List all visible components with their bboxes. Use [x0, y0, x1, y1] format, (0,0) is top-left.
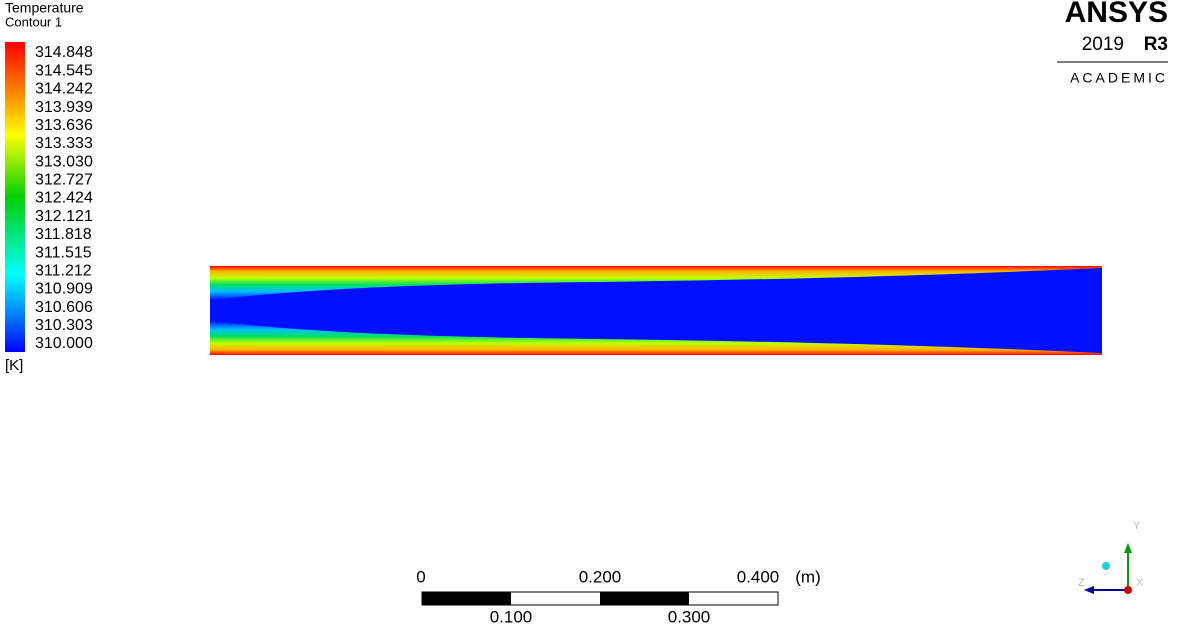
scale-segment — [600, 592, 689, 605]
triad-y-arrow — [1124, 543, 1132, 553]
thermal-layer-top — [210, 266, 1102, 300]
logo-release: R3 — [1144, 34, 1168, 55]
legend-level: 310.909 — [35, 281, 93, 298]
logo-edition: ACADEMIC — [1070, 70, 1168, 86]
legend-level: 310.606 — [35, 299, 93, 316]
color-bar — [5, 42, 25, 352]
scale-label: 0.100 — [490, 607, 533, 626]
contour-plot — [210, 266, 1102, 355]
legend-level: 312.424 — [35, 190, 93, 207]
legend-level: 313.939 — [35, 99, 93, 116]
triad-z-label: Z — [1078, 577, 1085, 589]
triad-x-label: X — [1136, 577, 1144, 589]
triad-pivot — [1102, 562, 1110, 570]
legend-level: 313.333 — [35, 135, 93, 152]
logo-year: 2019 — [1082, 34, 1124, 55]
scale-label: 0 — [416, 567, 425, 586]
scale-segment — [422, 592, 511, 605]
legend-level: 314.242 — [35, 81, 93, 98]
scale-label: 0.400 — [737, 567, 780, 586]
legend-level: 311.818 — [35, 226, 92, 243]
legend-level: 312.121 — [35, 208, 93, 225]
scale-label: 0.200 — [579, 567, 622, 586]
triad-z-arrow — [1084, 586, 1094, 594]
legend-level: 313.030 — [35, 153, 93, 170]
legend-level: 312.727 — [35, 172, 93, 189]
legend-level: 314.545 — [35, 62, 93, 79]
legend-level: 311.212 — [35, 262, 92, 279]
legend-level: 313.636 — [35, 117, 93, 134]
triad-y-label: Y — [1133, 520, 1141, 532]
legend-level: 311.515 — [35, 244, 92, 261]
scale-label: 0.300 — [668, 607, 711, 626]
axis-triad: Y Z X — [1078, 520, 1144, 594]
legend-unit: [K] — [5, 357, 23, 374]
legend-level: 314.848 — [35, 44, 93, 61]
triad-x-dot — [1124, 586, 1132, 594]
legend-level: 310.000 — [35, 335, 93, 352]
legend-level: 310.303 — [35, 317, 93, 334]
thermal-layer-bottom — [210, 321, 1102, 355]
logo-brand: ANSYS — [1065, 0, 1168, 29]
legend-subtitle: Contour 1 — [5, 14, 62, 29]
scale-unit: (m) — [795, 567, 820, 586]
legend-title: Temperature — [5, 0, 84, 16]
